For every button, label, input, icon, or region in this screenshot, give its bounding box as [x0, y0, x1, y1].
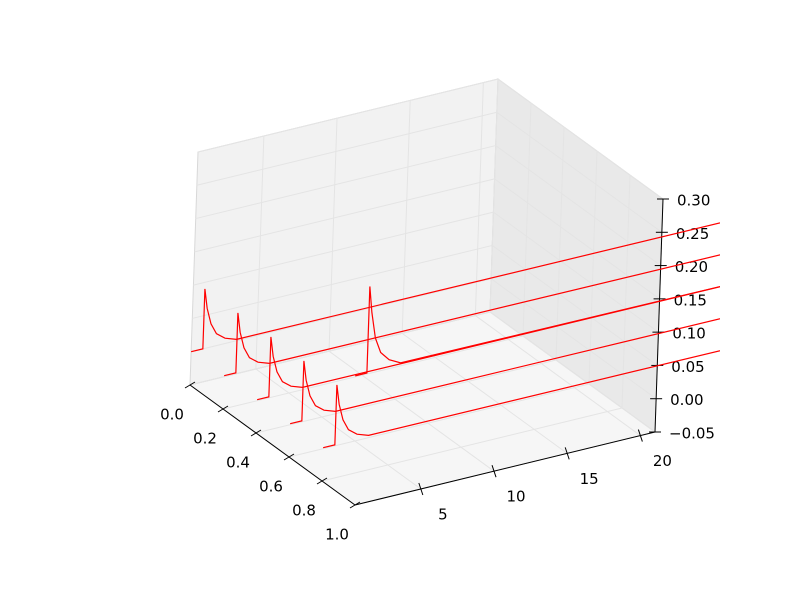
panes	[188, 78, 664, 506]
grid-line	[497, 78, 664, 200]
grid-line	[401, 332, 568, 454]
z-tick-label: 0.00	[670, 391, 703, 409]
z-tick-label: 0.05	[671, 358, 704, 376]
y-tick-label: 5	[438, 505, 448, 523]
grid-line	[522, 102, 532, 337]
z-tick-label: 0.10	[672, 325, 705, 343]
z-tick-label: 0.25	[676, 225, 709, 243]
series-line	[190, 222, 720, 353]
z-tick-label: 0.20	[675, 258, 708, 276]
grid-line	[489, 311, 656, 433]
grid-line	[489, 78, 499, 313]
y-tick-label: 15	[580, 470, 599, 488]
x-tick-label: 0.6	[259, 478, 283, 496]
series-line	[223, 254, 720, 377]
y-tick-label: 10	[506, 488, 525, 506]
grid-line	[475, 315, 641, 436]
grid-line	[495, 145, 662, 266]
grid-line	[255, 368, 422, 490]
grid-line	[197, 78, 499, 153]
grid-line	[288, 383, 590, 458]
grid-line	[196, 111, 497, 186]
z-axis	[654, 198, 664, 433]
y-tick-label: 20	[653, 452, 672, 470]
series-line	[256, 286, 720, 401]
grid-line	[493, 211, 659, 333]
z-tick-label: −0.05	[669, 425, 715, 443]
grid-line	[494, 178, 660, 300]
y-axis	[354, 431, 656, 506]
curves	[190, 222, 720, 449]
x-tick-label: 0.4	[226, 454, 250, 472]
grid-line	[189, 311, 491, 386]
grid-line	[255, 359, 557, 434]
grid-line	[193, 211, 494, 286]
grid-line	[191, 278, 492, 353]
series-line	[322, 350, 720, 449]
grid-line	[195, 145, 496, 220]
grid-line	[621, 174, 631, 409]
grid-line	[555, 126, 565, 361]
grid-line	[192, 244, 493, 319]
grid-line	[490, 278, 657, 400]
z-tick-label: 0.30	[677, 192, 710, 210]
grid-line	[321, 407, 623, 482]
grid-line	[328, 118, 338, 352]
x-tick-label: 1.0	[325, 526, 349, 544]
x-tick-label: 0.2	[193, 430, 217, 448]
grid-line	[588, 150, 598, 385]
axes: 0.0 0.2 0.4 0.6 0.8 1.0 5 10 15 20 −0.05 0.00 0.05 0.…	[160, 192, 715, 544]
grid-line	[401, 100, 411, 334]
x-axis	[189, 384, 356, 506]
series-line	[289, 318, 720, 425]
grid-line	[255, 135, 265, 369]
grid-line	[222, 335, 524, 410]
grid-line	[491, 245, 658, 366]
grid-line	[194, 178, 495, 253]
x-tick-label: 0.0	[160, 406, 184, 424]
x-tick-label: 0.8	[292, 502, 316, 520]
grid-line	[496, 111, 663, 233]
grid-line	[474, 82, 484, 316]
grid-line	[328, 350, 495, 472]
series-line	[355, 285, 720, 377]
